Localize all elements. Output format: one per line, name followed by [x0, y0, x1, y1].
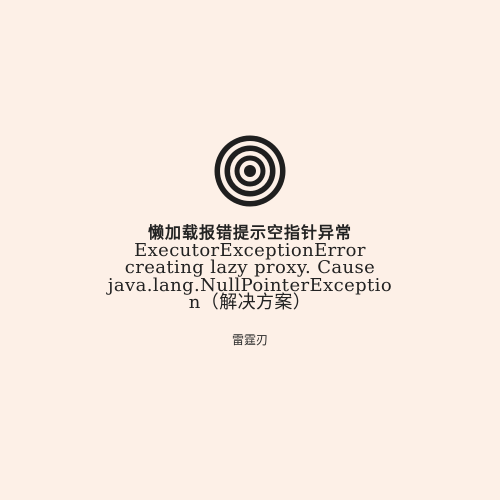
cover-title: 懒加载报错提示空指针异常 ExecutorExceptionError crea… [70, 224, 430, 312]
author-name: 雷霆刃 [231, 333, 268, 347]
title-line: java.lang.NullPointerExceptio [107, 274, 393, 296]
concentric-circles-icon [213, 134, 287, 208]
title-line: ExecutorExceptionError [134, 239, 366, 261]
title-line: creating lazy proxy. Cause [124, 257, 376, 278]
title-line: n（解决方案） [188, 292, 312, 313]
title-line: 懒加载报错提示空指针异常 [147, 223, 352, 242]
